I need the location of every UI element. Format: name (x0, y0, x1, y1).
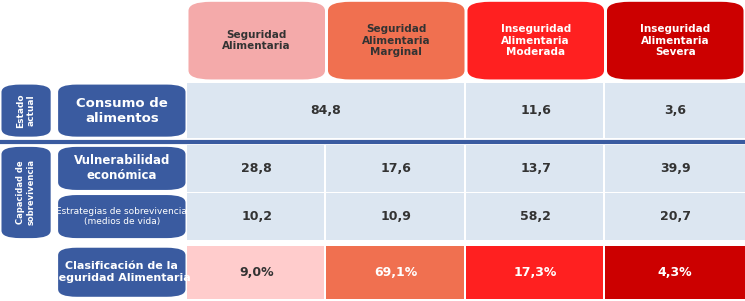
Bar (326, 246, 463, 299)
Text: 13,7: 13,7 (520, 162, 551, 175)
Text: 10,9: 10,9 (381, 210, 412, 223)
Text: Consumo de
alimentos: Consumo de alimentos (76, 97, 168, 125)
Bar (187, 246, 324, 299)
FancyBboxPatch shape (1, 85, 51, 137)
FancyBboxPatch shape (188, 2, 325, 79)
FancyBboxPatch shape (58, 147, 186, 190)
Text: Seguridad
Alimentaria: Seguridad Alimentaria (223, 30, 291, 51)
Bar (606, 246, 745, 299)
Text: 58,2: 58,2 (520, 210, 551, 223)
FancyBboxPatch shape (58, 195, 186, 238)
Text: Estado
actual: Estado actual (16, 93, 36, 128)
FancyBboxPatch shape (58, 248, 186, 297)
FancyBboxPatch shape (58, 85, 186, 137)
Bar (187, 193, 324, 240)
Bar (606, 145, 745, 192)
Text: Capacidad de
sobrevivencia: Capacidad de sobrevivencia (16, 160, 36, 225)
Text: 69,1%: 69,1% (375, 266, 418, 279)
Text: 3,6: 3,6 (665, 104, 686, 117)
Text: Inseguridad
Alimentaria
Severa: Inseguridad Alimentaria Severa (640, 24, 711, 57)
Bar (466, 145, 603, 192)
FancyBboxPatch shape (1, 147, 51, 238)
Text: Estrategias de sobrevivencia
(medios de vida): Estrategias de sobrevivencia (medios de … (57, 207, 187, 226)
Text: 84,8: 84,8 (310, 104, 340, 117)
Bar (326, 145, 463, 192)
Text: 4,3%: 4,3% (658, 266, 693, 279)
Text: 28,8: 28,8 (241, 162, 272, 175)
Text: Inseguridad
Alimentaria
Moderada: Inseguridad Alimentaria Moderada (501, 24, 571, 57)
Text: 39,9: 39,9 (660, 162, 691, 175)
Bar (326, 193, 463, 240)
FancyBboxPatch shape (328, 2, 465, 79)
Text: 11,6: 11,6 (520, 104, 551, 117)
Text: 20,7: 20,7 (660, 210, 691, 223)
Text: 17,6: 17,6 (381, 162, 412, 175)
Text: 9,0%: 9,0% (239, 266, 274, 279)
Text: Clasificación de la
seguridad Alimentaria: Clasificación de la seguridad Alimentari… (52, 262, 191, 283)
Bar (187, 145, 324, 192)
Text: Seguridad
Alimentaria
Marginal: Seguridad Alimentaria Marginal (362, 24, 431, 57)
Bar (466, 246, 603, 299)
Text: 10,2: 10,2 (241, 210, 272, 223)
Bar (187, 83, 463, 138)
FancyBboxPatch shape (607, 2, 744, 79)
Bar (606, 193, 745, 240)
Bar (466, 83, 603, 138)
Bar (606, 83, 745, 138)
Text: 17,3%: 17,3% (514, 266, 557, 279)
FancyBboxPatch shape (468, 2, 604, 79)
Bar (466, 193, 603, 240)
Text: Vulnerabilidad
económica: Vulnerabilidad económica (74, 154, 170, 182)
